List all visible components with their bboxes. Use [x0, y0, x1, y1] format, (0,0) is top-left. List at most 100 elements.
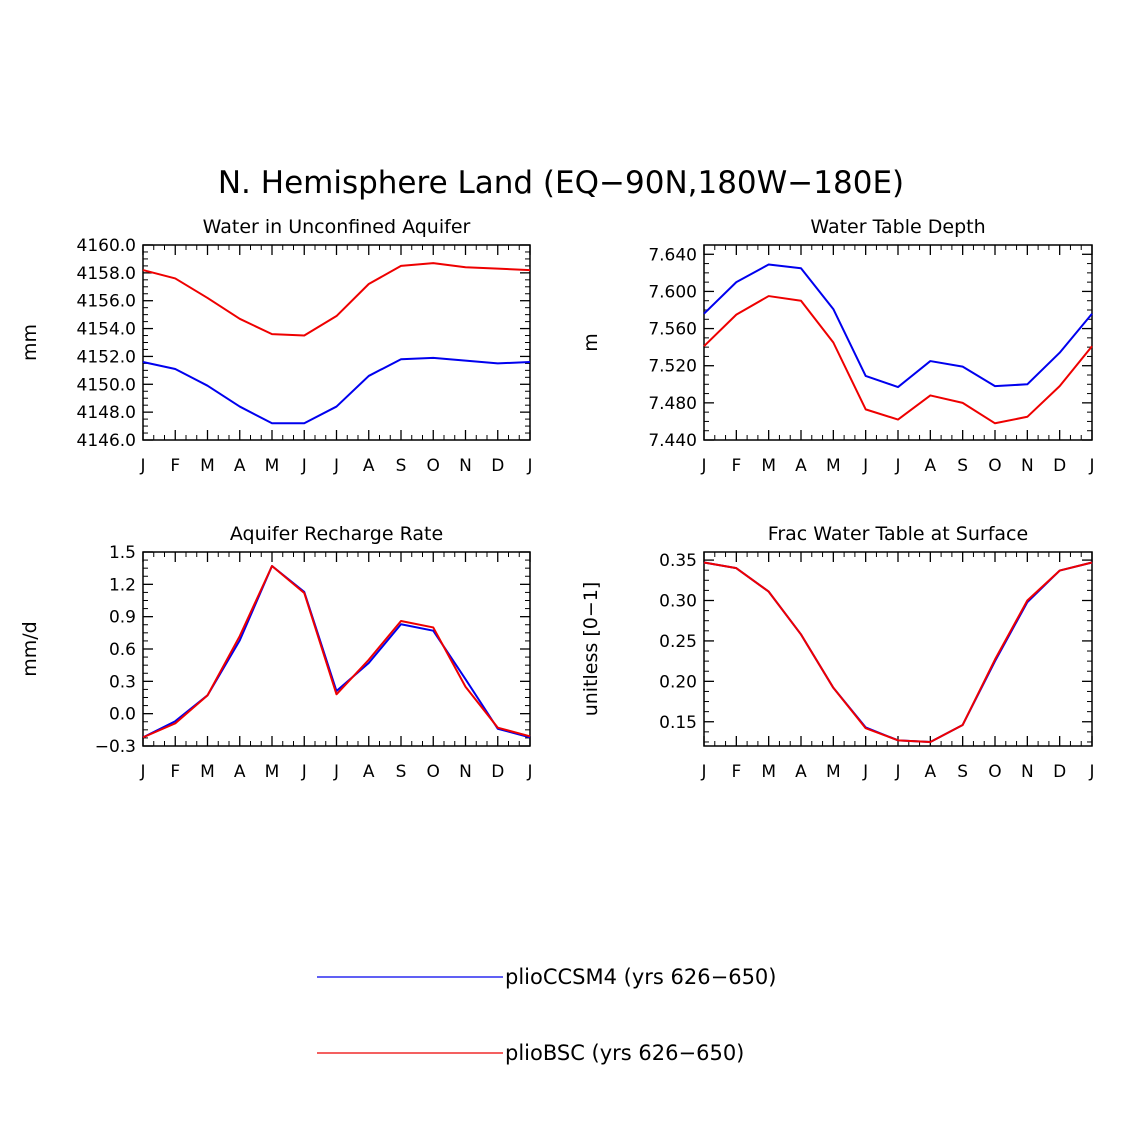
x-tick-label: M [826, 456, 841, 476]
y-axis-label: m [580, 333, 602, 352]
panel-title: Aquifer Recharge Rate [230, 523, 443, 545]
y-tick-label: 0.35 [659, 551, 697, 571]
y-tick-label: 0.15 [659, 713, 697, 733]
y-tick-label: 4156.0 [77, 292, 136, 312]
y-tick-label: 0.3 [109, 672, 136, 692]
y-tick-label: 0.9 [109, 608, 136, 628]
y-tick-label: 0.6 [109, 640, 136, 660]
x-tick-label: M [761, 456, 776, 476]
x-tick-label: J [301, 456, 307, 476]
x-tick-label: J [700, 762, 706, 782]
x-tick-label: A [234, 762, 246, 782]
y-tick-label: −0.3 [95, 737, 136, 757]
x-tick-label: F [170, 456, 180, 476]
x-tick-label: M [265, 762, 280, 782]
series-line [142, 262, 531, 337]
x-tick-label: N [1021, 762, 1034, 782]
y-tick-label: 0.0 [109, 705, 136, 725]
legend-label: plioCCSM4 (yrs 626−650) [505, 965, 776, 989]
legend-label: plioBSC (yrs 626−650) [505, 1041, 744, 1065]
y-tick-label: 7.480 [648, 394, 697, 414]
panel-title: Water in Unconfined Aquifer [203, 216, 471, 238]
x-tick-label: O [988, 762, 1001, 782]
panel-title: Frac Water Table at Surface [768, 523, 1028, 545]
x-tick-label: M [826, 762, 841, 782]
x-tick-label: O [427, 456, 440, 476]
x-tick-label: J [1088, 456, 1094, 476]
x-tick-label: F [170, 762, 180, 782]
y-tick-label: 1.2 [109, 575, 136, 595]
y-axis-label: mm [19, 324, 41, 361]
series-line [703, 263, 1093, 389]
y-tick-label: 7.560 [648, 320, 697, 340]
y-axis-label: unitless [0−1] [580, 582, 602, 717]
series-line [703, 561, 1093, 743]
y-tick-label: 4152.0 [77, 347, 136, 367]
x-tick-label: O [427, 762, 440, 782]
series-line [142, 356, 531, 425]
panel-4: Frac Water Table at Surface unitless [0−1… [580, 523, 1095, 782]
panel-title: Water Table Depth [810, 216, 985, 238]
x-tick-label: J [333, 456, 339, 476]
y-tick-label: 7.520 [648, 357, 697, 377]
x-tick-label: A [795, 762, 807, 782]
y-axis-label: mm/d [19, 621, 41, 676]
x-tick-label: S [396, 762, 407, 782]
x-tick-label: S [957, 456, 968, 476]
y-tick-label: 4158.0 [77, 264, 136, 284]
x-tick-label: J [139, 456, 145, 476]
y-tick-label: 0.30 [659, 592, 697, 612]
x-tick-label: J [139, 762, 145, 782]
x-tick-label: S [957, 762, 968, 782]
x-tick-label: J [526, 456, 532, 476]
x-tick-label: A [925, 456, 937, 476]
x-tick-label: D [491, 762, 504, 782]
x-tick-label: J [301, 762, 307, 782]
x-tick-label: M [200, 456, 215, 476]
x-tick-label: J [894, 456, 900, 476]
y-tick-label: 4160.0 [77, 236, 136, 256]
x-tick-label: N [459, 762, 472, 782]
x-tick-label: J [526, 762, 532, 782]
x-tick-label: O [988, 456, 1001, 476]
x-tick-label: N [1021, 456, 1034, 476]
x-tick-label: J [862, 456, 868, 476]
x-tick-label: J [894, 762, 900, 782]
x-tick-label: A [363, 456, 375, 476]
x-tick-label: A [925, 762, 937, 782]
x-tick-label: M [761, 762, 776, 782]
y-tick-label: 1.5 [109, 543, 136, 563]
series-line [142, 565, 531, 739]
y-tick-label: 4154.0 [77, 320, 136, 340]
x-tick-label: F [731, 456, 741, 476]
figure-title: N. Hemisphere Land (EQ−90N,180W−180E) [218, 165, 904, 201]
x-tick-label: F [731, 762, 741, 782]
x-tick-label: D [1053, 762, 1066, 782]
y-tick-label: 7.600 [648, 282, 697, 302]
x-tick-label: M [200, 762, 215, 782]
x-tick-label: A [795, 456, 807, 476]
x-tick-label: J [862, 762, 868, 782]
x-tick-label: J [700, 456, 706, 476]
x-tick-label: A [363, 762, 375, 782]
x-tick-label: J [1088, 762, 1094, 782]
x-tick-label: D [1053, 456, 1066, 476]
x-tick-label: N [459, 456, 472, 476]
series-line [703, 295, 1093, 425]
x-tick-label: J [333, 762, 339, 782]
y-tick-label: 0.25 [659, 632, 697, 652]
y-tick-label: 4148.0 [77, 403, 136, 423]
y-tick-label: 4146.0 [77, 431, 136, 451]
legend: plioCCSM4 (yrs 626−650) plioBSC (yrs 626−… [317, 965, 776, 1065]
x-tick-label: S [396, 456, 407, 476]
x-tick-label: A [234, 456, 246, 476]
x-tick-label: M [265, 456, 280, 476]
x-tick-label: D [491, 456, 504, 476]
y-tick-label: 0.20 [659, 672, 697, 692]
y-tick-label: 7.640 [648, 245, 697, 265]
